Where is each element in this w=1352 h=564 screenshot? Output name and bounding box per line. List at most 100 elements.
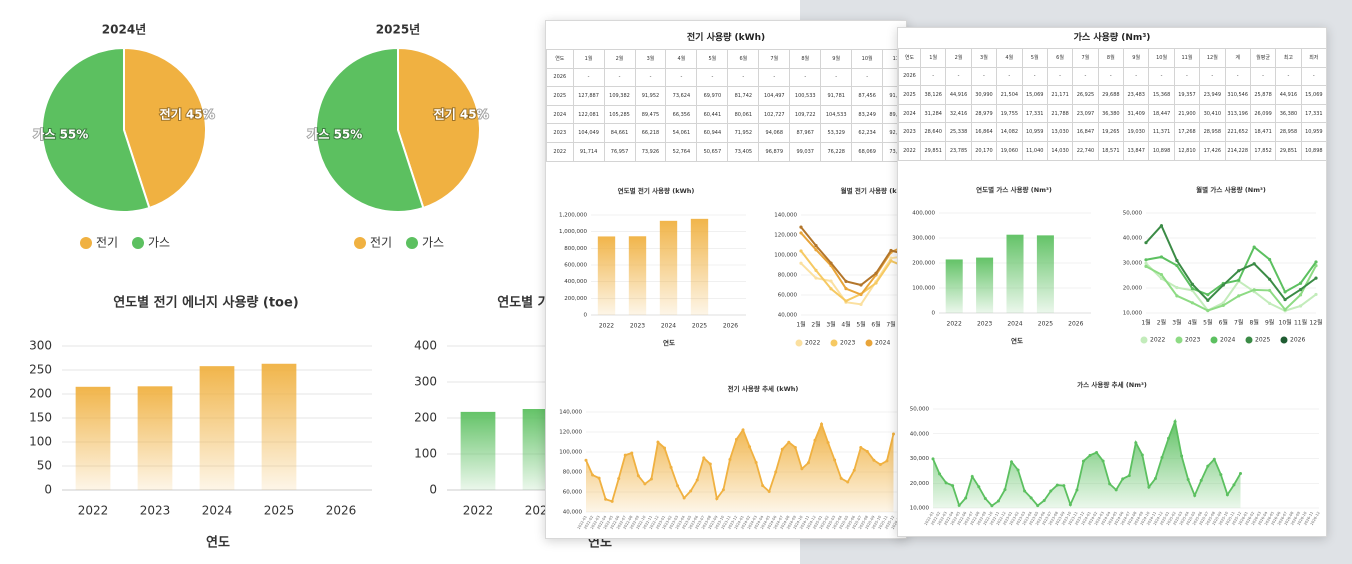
table-row: 2024 31,284 32,416 28,979 19,755 17,331 21,788… <box>898 103 1326 124</box>
table-cell: 19,265 <box>1097 122 1125 142</box>
x-tick-label: 2024-10 <box>1140 510 1151 526</box>
table-cell: 19,755 <box>996 103 1023 124</box>
table-cell: 25,338 <box>945 122 972 142</box>
x-tick-label: 2025 <box>692 323 707 330</box>
y-tick-label: 80,000 <box>563 470 583 476</box>
y-tick-label: 100 <box>29 435 52 449</box>
x-tick-label: 2022-10 <box>983 510 994 526</box>
x-tick-label: 2022-08 <box>623 514 634 530</box>
point <box>676 484 680 488</box>
table-cell: - <box>945 66 972 87</box>
slice-label: 전기 45% <box>434 106 489 121</box>
table-cell: 4월 <box>665 49 698 69</box>
x-tick-label: 2024-07 <box>1120 511 1131 526</box>
table-cell: 2024 <box>546 104 574 125</box>
point <box>728 458 732 462</box>
point <box>617 477 621 481</box>
x-tick-label: 2022 <box>78 504 109 518</box>
bar <box>945 259 963 313</box>
point <box>1199 478 1203 482</box>
point <box>1114 488 1118 492</box>
x-tick-label: 2023-09 <box>1055 510 1066 526</box>
table-cell: 15,368 <box>1148 85 1175 105</box>
table-cell: 60,441 <box>696 104 729 125</box>
table-cell: 연도 <box>898 48 921 68</box>
point <box>1237 278 1241 282</box>
table-cell: 17,426 <box>1199 140 1226 161</box>
table-cell: 7월 <box>1072 48 1099 68</box>
table-cell: 313,196 <box>1224 103 1251 124</box>
x-tick-label: 2025-11 <box>878 515 889 530</box>
legend-label: 가스 <box>148 236 170 250</box>
x-tick-label: 2022-06 <box>609 514 620 530</box>
x-tick-label: 2026-01 <box>1238 511 1249 526</box>
x-tick-label: 2026 <box>326 504 357 518</box>
bar <box>597 236 616 315</box>
table-cell: 10월 <box>851 49 884 69</box>
point <box>813 438 817 442</box>
x-tick-label: 2022 <box>947 321 962 328</box>
point <box>787 440 791 444</box>
table-cell: 26,099 <box>1249 103 1277 124</box>
bar <box>460 411 496 490</box>
point <box>623 453 627 457</box>
table-cell: 10,898 <box>1148 140 1175 161</box>
x-tick-label: 2025-10 <box>871 514 882 530</box>
point <box>604 497 608 501</box>
table-cell: 221,652 <box>1224 122 1251 142</box>
chart-title: 월별 가스 사용량 (Nm³) <box>1196 185 1266 194</box>
point <box>833 458 837 462</box>
x-tick-label: 2024-09 <box>1133 510 1144 526</box>
table-cell: 18,447 <box>1148 103 1175 124</box>
point <box>1023 489 1027 493</box>
x-tick-label: 2023-08 <box>1048 510 1059 526</box>
table-cell: 127,887 <box>572 86 605 106</box>
x-tick-label: 2025-09 <box>865 514 876 530</box>
table-cell: 2026 <box>546 67 574 88</box>
table-cell: - <box>1148 66 1175 87</box>
x-tick-label: 2025 <box>264 504 295 518</box>
x-tick-label: 2024-05 <box>760 515 771 530</box>
point <box>806 461 810 465</box>
slice-label: 가스 55% <box>307 127 362 142</box>
x-tick-label: 2022 <box>463 504 494 518</box>
table-cell: 11,040 <box>1021 140 1048 161</box>
table-cell: - <box>696 67 729 88</box>
bar <box>1036 235 1054 313</box>
table-cell: 17,268 <box>1173 122 1201 142</box>
x-tick-label: 2022-02 <box>583 515 594 530</box>
y-tick-label: 150 <box>29 411 52 425</box>
pie-slice <box>123 46 207 210</box>
panel-title: 전기 사용량 (kWh) <box>686 33 766 43</box>
table-cell: 4월 <box>996 48 1023 68</box>
x-tick-label: 2024-12 <box>806 515 817 530</box>
x-tick-label: 2025-12 <box>884 515 895 530</box>
x-tick-label: 2023-06 <box>1035 510 1046 526</box>
point <box>814 268 818 272</box>
point <box>656 440 660 444</box>
x-tick-label: 2026-03 <box>1251 511 1262 526</box>
y-tick-label: 250 <box>29 363 52 377</box>
table-cell: 1월 <box>572 49 605 69</box>
x-tick-label: 2024-11 <box>1146 511 1157 526</box>
table-cell: 21,788 <box>1046 103 1074 124</box>
point <box>1101 459 1105 463</box>
x-tick-label: 2022-02 <box>930 511 941 526</box>
table-cell: - <box>919 66 947 87</box>
point <box>721 488 725 492</box>
point <box>874 271 878 275</box>
point <box>1144 261 1148 265</box>
table-cell: - <box>1021 66 1048 87</box>
point <box>799 225 803 229</box>
point <box>800 467 804 471</box>
point <box>1159 273 1164 277</box>
x-tick-label: 2025-05 <box>1185 511 1196 526</box>
x-tick-label: 2023-03 <box>668 515 679 530</box>
legend-swatch <box>1210 336 1218 344</box>
point <box>663 446 667 450</box>
table-cell: 96,879 <box>758 141 791 162</box>
table-cell: 10,959 <box>1021 122 1048 142</box>
x-tick-label: 8월 <box>1250 319 1259 327</box>
y-tick-label: 0 <box>932 311 936 317</box>
